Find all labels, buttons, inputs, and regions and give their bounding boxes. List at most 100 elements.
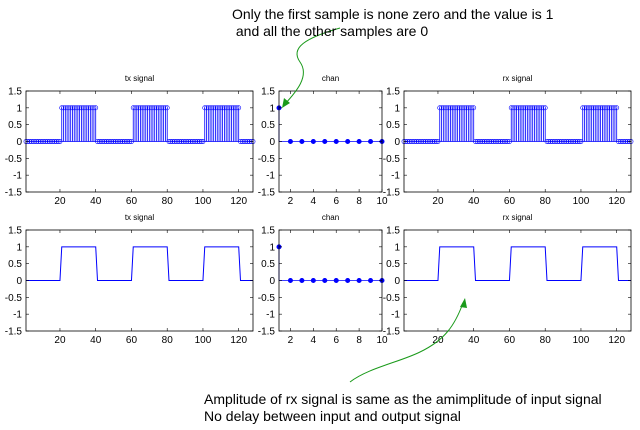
series-tx-stem xyxy=(23,105,256,144)
y-tick-label: -1 xyxy=(266,171,275,182)
y-tick-label: 0 xyxy=(394,276,400,287)
y-tick-label: 1.5 xyxy=(261,87,275,98)
stem-marker xyxy=(164,105,170,111)
y-tick-label: -0.5 xyxy=(5,293,23,304)
x-tick-label: 2 xyxy=(288,335,294,346)
series-rx-stem xyxy=(401,105,634,144)
x-tick-label: 4 xyxy=(311,196,317,207)
x-tick-label: 80 xyxy=(540,196,552,207)
x-tick-label: 4 xyxy=(311,335,317,346)
stem-marker xyxy=(614,105,620,111)
x-tick-label: 40 xyxy=(90,335,102,346)
series-chan-stem xyxy=(276,105,385,145)
annotation-arrows xyxy=(282,27,467,383)
x-tick-label: 8 xyxy=(356,335,362,346)
subplot-title: tx signal xyxy=(125,74,155,83)
y-tick-label: -1.5 xyxy=(383,327,401,338)
x-tick-label: 100 xyxy=(195,335,212,346)
x-tick-label: 20 xyxy=(54,196,66,207)
y-tick-label: -1.5 xyxy=(5,188,23,199)
y-tick-label: -0.5 xyxy=(383,293,401,304)
x-tick-label: 60 xyxy=(126,335,138,346)
subplot-title: rx signal xyxy=(503,74,533,83)
y-tick-label: 0 xyxy=(269,276,275,287)
x-tick-label: 120 xyxy=(608,335,625,346)
annotation-arrowhead-bottom xyxy=(460,298,467,308)
x-tick-label: 100 xyxy=(195,196,212,207)
stem-marker xyxy=(471,105,477,111)
x-tick-label: 80 xyxy=(540,335,552,346)
stem-marker xyxy=(236,105,242,111)
stem-marker xyxy=(542,105,548,111)
x-tick-label: 10 xyxy=(376,196,388,207)
x-tick-label: 6 xyxy=(333,335,339,346)
x-tick-label: 20 xyxy=(54,335,66,346)
x-tick-label: 60 xyxy=(126,196,138,207)
y-tick-label: -1 xyxy=(266,310,275,321)
x-tick-label: 40 xyxy=(468,335,480,346)
x-tick-label: 100 xyxy=(573,196,590,207)
x-tick-label: 60 xyxy=(504,196,516,207)
subplot-title: chan xyxy=(322,74,339,83)
x-tick-label: 100 xyxy=(573,335,590,346)
y-tick-label: 0.5 xyxy=(261,259,275,270)
series-chan-stem-2 xyxy=(276,244,385,283)
y-tick-label: 1.5 xyxy=(8,87,22,98)
x-tick-label: 120 xyxy=(230,335,247,346)
y-tick-label: 1 xyxy=(16,103,22,114)
y-tick-label: 0 xyxy=(269,137,275,148)
y-tick-label: -0.5 xyxy=(258,154,276,165)
y-tick-label: -0.5 xyxy=(5,154,23,165)
y-tick-label: 1 xyxy=(269,103,275,114)
subplot-title: chan xyxy=(322,213,339,222)
y-tick-label: 1.5 xyxy=(261,226,275,237)
x-tick-label: 40 xyxy=(90,196,102,207)
y-tick-label: 1 xyxy=(394,103,400,114)
series-line xyxy=(26,246,253,281)
series-rx-line xyxy=(404,246,631,281)
x-tick-label: 80 xyxy=(162,335,174,346)
x-tick-label: 20 xyxy=(432,196,444,207)
y-tick-label: 1 xyxy=(16,242,22,253)
y-tick-label: 0 xyxy=(16,137,22,148)
subplot-tx-line: 20 40 60 80 100 120 -1.5 -1 -0.5 0 0.5 1 1.5 tx signa… xyxy=(5,213,254,346)
subplot-tx-stem: 20 40 60 80 100 120 -1.5 -1 -0.5 0 0.5 1 1.5 tx signa… xyxy=(5,74,256,207)
subplot-chan-stem: 2 4 6 8 10 -1.5 -1 -0.5 0 0.5 1 1.5 chan xyxy=(258,74,388,207)
subplot-grid: 20 40 60 80 100 120-1.5-1-0.500.511.5tx signa… xyxy=(5,74,634,346)
annotation-bottom: Amplitude of rx signal is same as the am… xyxy=(204,391,602,425)
subplot-rx-line: 20 40 60 80 100 120-1.5-1-0.500.511.5rx signa… xyxy=(383,213,632,346)
subplot-rx-stem: 20 40 60 80 100 120 -1.5 -1 -0.5 0 0.5 1 1.5 rx signa… xyxy=(383,74,634,207)
y-tick-label: 1.5 xyxy=(386,226,400,237)
series-line xyxy=(404,246,631,281)
y-tick-label: 0.5 xyxy=(8,120,22,131)
x-tick-label: 120 xyxy=(608,196,625,207)
y-tick-label: -1.5 xyxy=(383,188,401,199)
y-tick-label: -1 xyxy=(13,310,22,321)
series-tx-line xyxy=(26,246,253,281)
y-tick-label: -1 xyxy=(391,171,400,182)
annotation-top: Only the first sample is none zero and t… xyxy=(232,6,553,40)
subplot-title: rx signal xyxy=(503,213,533,222)
y-tick-label: -1 xyxy=(13,171,22,182)
y-tick-label: 0.5 xyxy=(386,259,400,270)
y-tick-label: -0.5 xyxy=(383,154,401,165)
annotation-arrow-bottom xyxy=(349,302,464,383)
y-tick-label: -1 xyxy=(391,310,400,321)
annotation-top-line2: and all the other samples are 0 xyxy=(232,23,429,39)
y-tick-label: 0.5 xyxy=(261,120,275,131)
subplot-title: tx signal xyxy=(125,213,155,222)
y-tick-label: 0.5 xyxy=(386,120,400,131)
y-tick-label: 0.5 xyxy=(8,259,22,270)
y-tick-label: -1.5 xyxy=(5,327,23,338)
stem-marker xyxy=(93,105,99,111)
y-tick-label: -0.5 xyxy=(258,293,276,304)
y-tick-label: 1.5 xyxy=(386,87,400,98)
annotation-bottom-line1: Amplitude of rx signal is same as the am… xyxy=(204,391,602,407)
x-tick-label: 6 xyxy=(333,196,339,207)
annotation-bottom-line2: No delay between input and output signal xyxy=(204,408,461,424)
y-tick-label: 1 xyxy=(269,242,275,253)
y-tick-label: -1.5 xyxy=(258,327,276,338)
y-tick-label: 1 xyxy=(394,242,400,253)
x-tick-label: 2 xyxy=(288,196,294,207)
